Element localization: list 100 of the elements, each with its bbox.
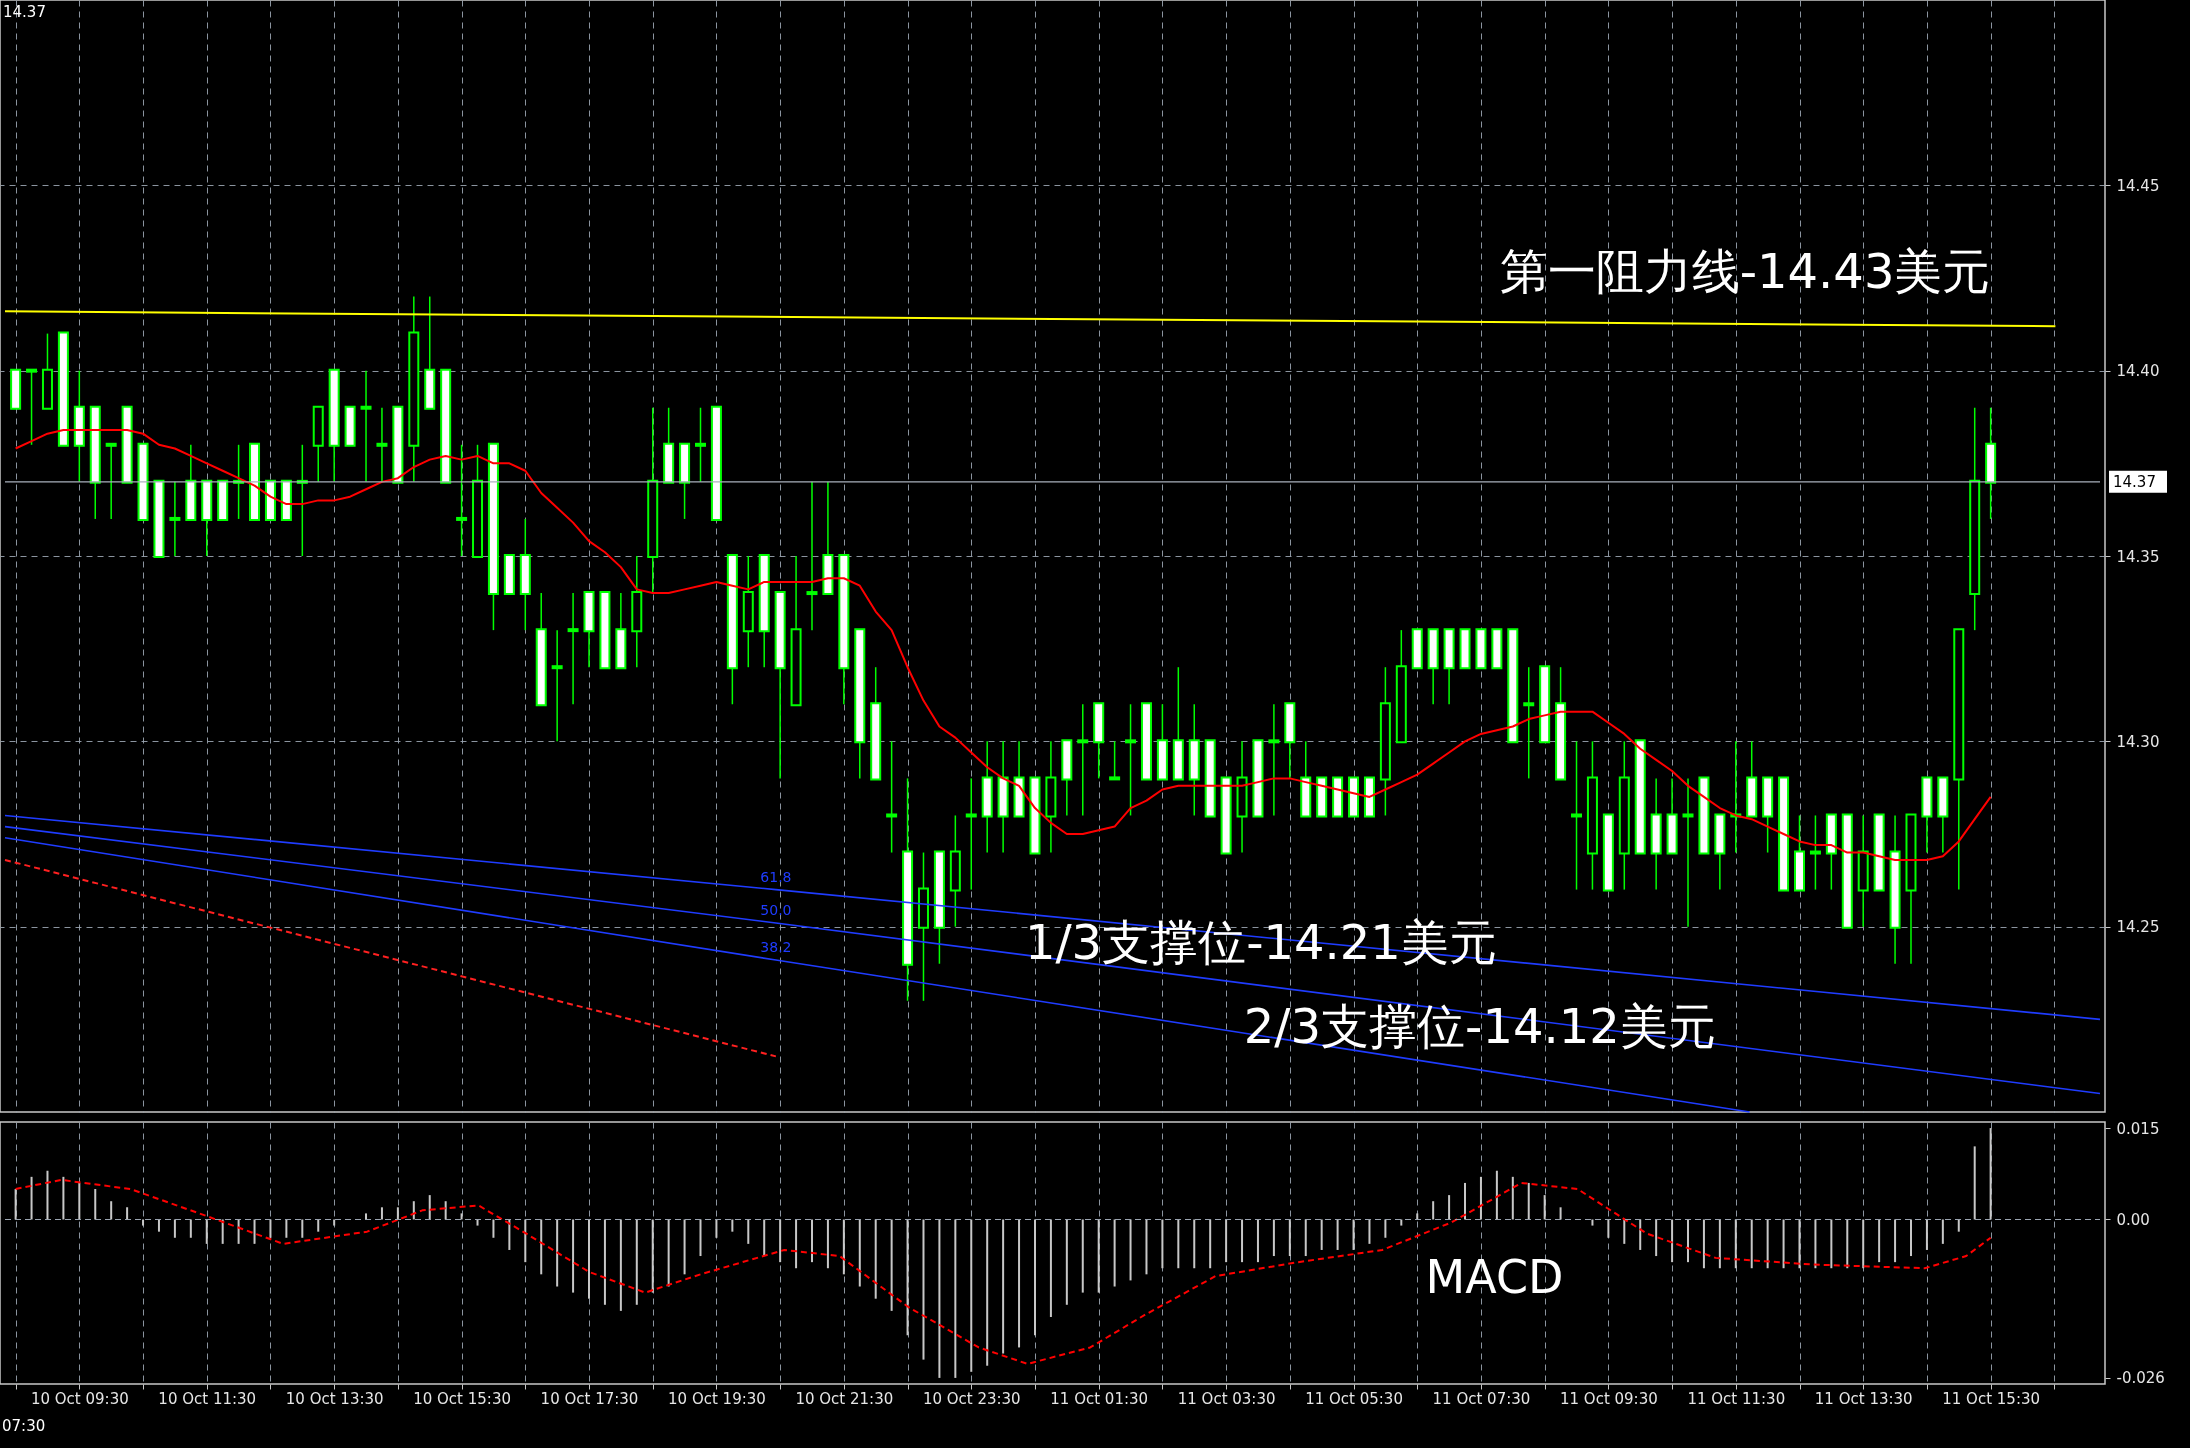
bar xyxy=(189,1219,192,1238)
bar xyxy=(1288,1219,1291,1257)
candlestick xyxy=(26,368,38,446)
bar xyxy=(1830,1219,1833,1269)
bar xyxy=(1464,1182,1467,1220)
bar xyxy=(1543,1195,1546,1220)
y-tick-label: 14.30 xyxy=(2116,732,2160,751)
bar xyxy=(301,1219,304,1238)
bar xyxy=(1320,1219,1323,1250)
bar xyxy=(588,1219,591,1299)
x-tick-label: 10 Oct 17:30 xyxy=(540,1389,639,1408)
y-tick-label: 0.00 xyxy=(2116,1210,2150,1229)
bar xyxy=(1814,1219,1817,1269)
bar xyxy=(683,1219,686,1275)
bar xyxy=(1448,1195,1451,1220)
bar xyxy=(524,1219,527,1263)
bar xyxy=(1018,1219,1021,1348)
bar xyxy=(508,1219,511,1250)
bar xyxy=(269,1219,272,1238)
x-tick-label: 11 Oct 03:30 xyxy=(1177,1389,1276,1408)
bar xyxy=(635,1219,638,1305)
bar xyxy=(1671,1219,1674,1263)
x-tick-label: 10 Oct 21:30 xyxy=(795,1389,894,1408)
bar xyxy=(46,1170,49,1220)
bar xyxy=(1304,1219,1307,1257)
series-label: 38.2 xyxy=(760,939,792,956)
candlestick xyxy=(376,406,388,483)
bar xyxy=(970,1219,973,1372)
candlestick xyxy=(1682,777,1694,928)
bar xyxy=(1400,1219,1403,1226)
x-tick-label: 11 Oct 13:30 xyxy=(1814,1389,1913,1408)
bar xyxy=(221,1219,224,1244)
bar xyxy=(1878,1219,1881,1263)
bar xyxy=(62,1176,65,1220)
bar xyxy=(556,1219,559,1287)
bar xyxy=(890,1219,893,1311)
bar xyxy=(1049,1219,1052,1317)
bar xyxy=(1846,1219,1849,1269)
candlestick xyxy=(1125,703,1137,817)
bar xyxy=(1336,1219,1339,1250)
x-tick-label: 11 Oct 01:30 xyxy=(1050,1389,1149,1408)
bar xyxy=(747,1219,750,1244)
bar xyxy=(1384,1219,1387,1238)
bar xyxy=(1894,1219,1897,1263)
bar xyxy=(1782,1219,1785,1269)
bar xyxy=(1718,1219,1721,1269)
candlestick xyxy=(551,629,563,743)
y-tick-label: 14.40 xyxy=(2116,362,2160,381)
series-label: 50.0 xyxy=(760,901,792,918)
bar xyxy=(333,1219,336,1226)
bar xyxy=(954,1219,957,1378)
bar xyxy=(986,1219,989,1366)
x-tick-label: 10 Oct 15:30 xyxy=(413,1389,511,1408)
x-tick-label: 10 Oct 09:30 xyxy=(30,1389,129,1408)
bar xyxy=(1702,1219,1705,1269)
bar xyxy=(1081,1219,1084,1293)
bar xyxy=(1272,1219,1275,1257)
bar xyxy=(1352,1219,1355,1250)
bar xyxy=(810,1219,813,1263)
bar xyxy=(1973,1146,1976,1220)
candlestick xyxy=(1809,814,1821,891)
bar xyxy=(1639,1219,1642,1250)
bar xyxy=(317,1219,320,1232)
bar xyxy=(78,1182,81,1220)
bar xyxy=(651,1219,654,1293)
bar xyxy=(715,1219,718,1238)
bar xyxy=(906,1219,909,1336)
candlestick xyxy=(1109,740,1121,781)
bar xyxy=(126,1207,129,1220)
bar xyxy=(157,1219,160,1232)
bar xyxy=(1432,1201,1435,1220)
candlestick xyxy=(1523,666,1535,780)
candlestick xyxy=(105,442,117,520)
bar xyxy=(1527,1182,1530,1220)
candlestick xyxy=(695,406,706,483)
bar xyxy=(205,1219,208,1244)
y-tick-label: 0.015 xyxy=(2116,1119,2160,1138)
bar xyxy=(380,1207,383,1220)
bar xyxy=(1177,1219,1180,1269)
text: 07:30 xyxy=(2,1417,46,1435)
bar xyxy=(253,1219,256,1244)
bar xyxy=(540,1219,543,1275)
bar xyxy=(731,1219,734,1232)
annotation: 14.37 xyxy=(3,3,46,21)
candlestick xyxy=(169,481,181,557)
bar xyxy=(1607,1219,1610,1238)
line-series xyxy=(14,428,1992,861)
x-tick-label: 11 Oct 05:30 xyxy=(1305,1389,1403,1408)
bar xyxy=(938,1219,941,1378)
annotation: 第一阻力线-14.43美元 xyxy=(1499,242,1991,299)
bar xyxy=(1511,1176,1514,1220)
bar xyxy=(603,1219,606,1305)
bar xyxy=(110,1201,113,1220)
bar xyxy=(1734,1219,1737,1269)
x-tick-label: 10 Oct 13:30 xyxy=(285,1389,384,1408)
bar xyxy=(142,1219,145,1226)
bar xyxy=(1687,1219,1690,1263)
bar xyxy=(1479,1176,1482,1220)
candlestick xyxy=(886,740,898,854)
x-tick-label: 11 Oct 07:30 xyxy=(1432,1389,1531,1408)
